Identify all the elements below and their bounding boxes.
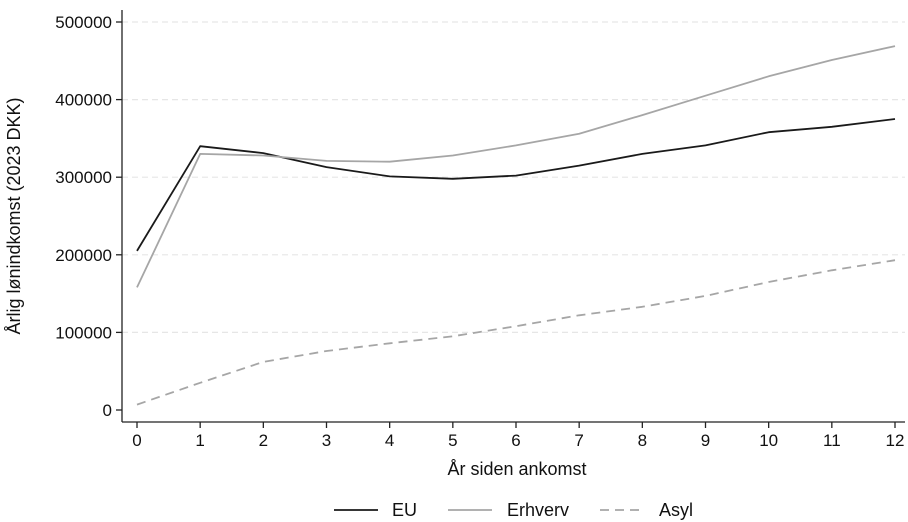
y-tick-label: 500000 <box>55 13 112 32</box>
legend: EU Erhverv Asyl <box>334 500 693 520</box>
series-lines <box>136 45 896 406</box>
x-tick-label: 0 <box>132 431 141 450</box>
x-tick-label: 1 <box>195 431 204 450</box>
x-tick-label: 6 <box>511 431 520 450</box>
y-tick-label: 400000 <box>55 91 112 110</box>
x-axis-title: År siden ankomst <box>447 459 586 479</box>
y-tick-label: 300000 <box>55 168 112 187</box>
y-tick-label: 200000 <box>55 246 112 265</box>
series-line-erhverv <box>136 45 896 288</box>
series-line-asyl <box>136 259 896 406</box>
x-tick-label: 9 <box>701 431 710 450</box>
gridlines <box>122 21 905 333</box>
legend-label-erhverv: Erhverv <box>507 500 569 520</box>
legend-label-eu: EU <box>392 500 417 520</box>
series-line-eu <box>136 118 896 252</box>
y-tick-label: 100000 <box>55 323 112 342</box>
x-tick-label: 5 <box>448 431 457 450</box>
y-axis-title: Årlig lønindkomst (2023 DKK) <box>4 97 24 334</box>
x-tick-label: 4 <box>385 431 394 450</box>
x-tick-label: 7 <box>574 431 583 450</box>
x-tick-label: 8 <box>638 431 647 450</box>
y-axis: 0 100000 200000 300000 400000 500000 <box>55 10 123 422</box>
x-tick-label: 3 <box>322 431 331 450</box>
legend-label-asyl: Asyl <box>659 500 693 520</box>
y-tick-label: 0 <box>103 401 112 420</box>
x-tick-label: 11 <box>823 431 841 450</box>
x-tick-label: 2 <box>259 431 268 450</box>
x-tick-label: 10 <box>759 431 778 450</box>
x-tick-label: 12 <box>886 431 905 450</box>
x-axis: 0 1 2 3 4 5 6 7 8 9 10 11 12 <box>122 421 905 450</box>
